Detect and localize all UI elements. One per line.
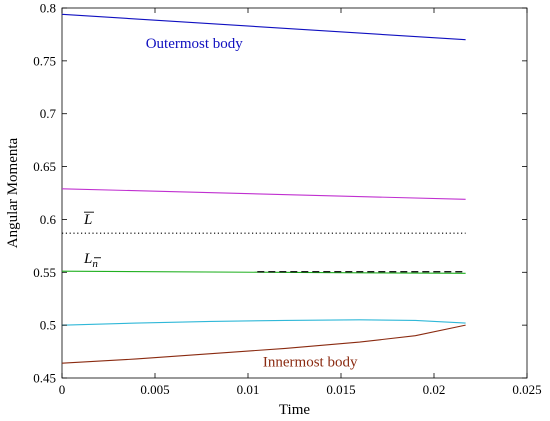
plot-area [61,7,528,379]
reference-label-1: L [83,211,94,228]
x-tick-label: 0.025 [512,382,541,397]
y-tick-label: 0.45 [33,371,56,386]
x-axis-label: Time [279,402,310,418]
y-axis-label: Angular Momenta [5,137,21,248]
annotation-2: Innermost body [263,354,358,370]
series-line-1 [61,13,466,41]
y-tick-label: 0.5 [40,318,56,333]
y-tick-label: 0.8 [40,1,56,16]
series-line-2 [61,188,466,200]
y-tick-label: 0.65 [33,159,56,174]
axis-ticks: 0 0.005 0.01 0.015 0.02 0.025 0.45 0.5 0.55 0.6 0.… [33,1,541,398]
reference-label-text: L [83,212,92,228]
y-tick-label: 0.75 [33,53,56,68]
x-tick-label: 0.015 [326,382,355,397]
y-tick-label: 0.6 [40,212,57,227]
reference-label-text: Ln [83,251,98,270]
y-tick-label: 0.7 [40,106,57,121]
y-tick-label: 0.55 [33,265,56,280]
x-tick-label: 0.005 [140,382,169,397]
axes-frame [61,7,528,379]
annotations: Outermost body Innermost body [146,36,358,370]
reference-lines: L Ln [62,211,466,273]
annotation-1: Outermost body [146,36,244,52]
x-tick-label: 0.02 [423,382,446,397]
reference-label-2: Ln [83,251,101,270]
series-layer [61,13,466,364]
series-line-4 [61,319,466,326]
x-tick-label: 0 [59,382,66,397]
x-tick-label: 0.01 [237,382,260,397]
series-line-5 [61,324,466,364]
